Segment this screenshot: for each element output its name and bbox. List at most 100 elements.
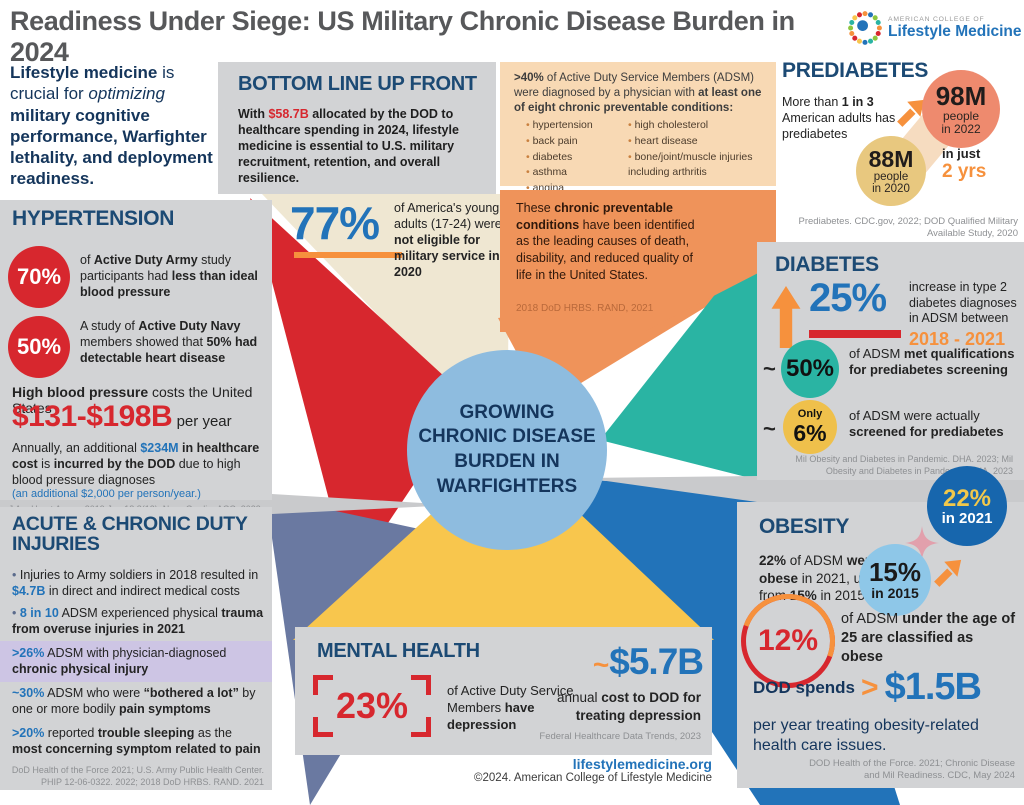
- obesity-title: OBESITY: [759, 515, 850, 538]
- diabetes-years: 2018 - 2021: [909, 328, 1006, 349]
- mental-cost-amt: $5.7B: [609, 641, 704, 682]
- diabetes-6: 6%: [793, 419, 827, 446]
- intro-i1: optimizing: [88, 84, 165, 104]
- condition-item: back pain: [526, 134, 622, 150]
- inj-b1-s2: in direct and indirect medical costs: [45, 584, 240, 598]
- diabetes-title: DIABETES: [775, 253, 879, 276]
- condition-item: asthma: [526, 165, 622, 181]
- center-line4: WARFIGHTERS: [436, 475, 578, 497]
- impact-text: These chronic preventable conditions hav…: [516, 200, 701, 283]
- injuries-h1: >26% ADSM with physician-diagnosed chron…: [12, 645, 257, 677]
- inj-h2-s2: by one or more bodily: [12, 686, 256, 716]
- prediabetes-s1: More than: [782, 95, 842, 109]
- aclm-logo-icon: [848, 11, 882, 45]
- d-stat2-s1: of ADSM were actually: [849, 408, 980, 423]
- prediabetes-source: Prediabetes. CDC.gov, 2022; DOD Qualifie…: [798, 216, 1018, 240]
- inj-h3-s1: reported: [44, 726, 98, 740]
- hypertension-note: (an additional $2,000 per person/year.): [12, 488, 201, 500]
- hypertension-stat1: of Active Duty Army study participants h…: [80, 252, 266, 300]
- obesity-2021-circle: 22% in 2021: [927, 466, 1007, 546]
- h-cost-b: High blood pressure: [12, 384, 149, 400]
- ob-d-s1: of ADSM: [786, 553, 847, 568]
- impact-s1: These: [516, 201, 555, 215]
- obesity-spend: DOD spends > $1.5B: [753, 666, 982, 709]
- ob-r-s1: of ADSM: [841, 611, 903, 627]
- band-gray-left-wedge: [272, 494, 455, 514]
- condition-item: high cholesterol: [628, 118, 770, 134]
- condition-item: bone/joint/muscle injuries including art…: [628, 150, 770, 182]
- inj-b1-blue: $4.7B: [12, 584, 46, 598]
- ob-spend-amt: $1.5B: [884, 666, 982, 708]
- prediabetes-2022-num: 98M: [935, 80, 987, 111]
- conditions-b2: at least one of eight chronic preventabl…: [514, 86, 762, 114]
- bluf-title: BOTTOM LINE UP FRONT: [238, 73, 477, 95]
- prediabetes-2020-circle: 88M people in 2020: [856, 136, 926, 206]
- prediabetes-s2: American adults has prediabetes: [782, 111, 896, 141]
- mental-b1: have depression: [447, 699, 535, 732]
- mental-title: MENTAL HEALTH: [317, 640, 480, 662]
- inj-b2-blue: 8 in 10: [19, 606, 59, 620]
- diabetes-box: DIABETES 25% increase in type 2 diabetes…: [757, 242, 1024, 480]
- impact-source: 2018 DoD HRBS. RAND, 2021: [516, 303, 654, 314]
- center-circle: GROWING CHRONIC DISEASE BURDEN IN WARFIG…: [407, 350, 607, 550]
- injuries-bullet1: Injuries to Army soldiers in 2018 result…: [12, 567, 264, 599]
- ob-spend-gt: >: [861, 670, 879, 704]
- inj-h3-b2: most concerning symptom related to pain: [12, 742, 261, 756]
- footer-site-link[interactable]: lifestylemedicine.org: [572, 756, 712, 772]
- injuries-h2: ~30% ADSM who were “bothered a lot” by o…: [12, 685, 264, 717]
- h-stat2-s2: members showed that: [80, 335, 207, 349]
- bracket-corner: [411, 675, 431, 695]
- center-line2: CHRONIC DISEASE: [418, 426, 596, 448]
- obesity-2015-label: in 2015: [871, 585, 919, 602]
- diabetes-50-circle: 50%: [781, 340, 839, 398]
- inj-h1-s1: ADSM with physician-diagnosed: [44, 646, 227, 660]
- intro-s1: is crucial for: [10, 63, 175, 104]
- mental-cost-tilde: ~: [592, 649, 610, 680]
- footer-copyright: ©2024. American College of Lifestyle Med…: [474, 772, 712, 784]
- hypertension-title: HYPERTENSION: [12, 207, 175, 230]
- bluf-amount: $58.7B: [268, 107, 309, 121]
- diabetes-source: Mil Obesity and Diabetes in Pandemic. DH…: [795, 454, 1013, 476]
- conditions-s1: of Active Duty Service Members (ADSM) we…: [514, 72, 754, 99]
- prediabetes-b1: 1 in 3: [841, 95, 874, 109]
- hypertension-50: 50%: [16, 334, 62, 360]
- diabetes-6-circle: Only 6%: [783, 400, 837, 454]
- logo-line2: Lifestyle Medicine: [888, 22, 1022, 40]
- h-stat1-b2: less than ideal blood pressure: [80, 269, 258, 299]
- d-stat1-b1: met qualifications for prediabetes scree…: [849, 346, 1015, 378]
- impact-s2: have been identified as the leading caus…: [516, 217, 695, 282]
- mental-box: MENTAL HEALTH 23% of Active Duty Service…: [295, 627, 712, 755]
- inj-b2-b: trauma from overuse injuries in 2021: [12, 606, 264, 636]
- hypertension-50-circle: 50%: [8, 316, 70, 378]
- obesity-12-ring: 12%: [725, 578, 851, 704]
- inj-h3-s2: as the: [194, 726, 232, 740]
- intro-statement: Lifestyle medicine is crucial for optimi…: [10, 62, 215, 190]
- hypertension-big-cost: $131-$198B per year: [12, 400, 232, 434]
- inj-h1-b: chronic physical injury: [12, 662, 149, 676]
- eligibility-s1: of America's young adults (17-24) were: [394, 201, 502, 231]
- ray-teal: [600, 230, 766, 482]
- h-stat2-s1: A study of: [80, 319, 139, 333]
- conditions-box: >40% of Active Duty Service Members (ADS…: [500, 62, 776, 194]
- timespan-b: 2 yrs: [942, 161, 987, 182]
- aclm-logo: AMERICAN COLLEGE OF Lifestyle Medicine: [847, 10, 1022, 46]
- h-stat2-b2: 50% had detectable heart disease: [80, 335, 258, 365]
- h-annual-s2: is: [37, 457, 54, 471]
- inj-h3-b: trouble sleeping: [97, 726, 195, 740]
- conditions-lead: >40% of Active Duty Service Members (ADS…: [514, 71, 766, 116]
- intro-b2: military cognitive performance, Warfight…: [10, 105, 213, 189]
- prediabetes-timespan: in just 2 yrs: [942, 146, 1014, 183]
- ob-r-b1: under the age of 25 are classified as ob…: [841, 611, 1016, 665]
- injuries-highlight: >26% ADSM with physician-diagnosed chron…: [0, 641, 272, 682]
- band-gray-right-wedge: [585, 476, 757, 502]
- mental-source: Federal Healthcare Data Trends, 2023: [539, 731, 701, 742]
- obesity-12-pct: 12%: [757, 624, 819, 657]
- condition-item: diabetes: [526, 150, 622, 166]
- mental-cost-desc: annual cost to DOD for treating depressi…: [535, 689, 701, 724]
- logo-line1: AMERICAN COLLEGE OF: [888, 15, 985, 23]
- diabetes-desc: increase in type 2 diabetes diagnoses in…: [909, 280, 1017, 326]
- prediabetes-2020-num: 88M: [868, 145, 914, 172]
- center-line3: BURDEN IN: [454, 451, 560, 472]
- h-annual-s3: due to high blood pressure diagnoses: [12, 457, 241, 487]
- h-annual-b1: in healthcare cost: [12, 441, 260, 471]
